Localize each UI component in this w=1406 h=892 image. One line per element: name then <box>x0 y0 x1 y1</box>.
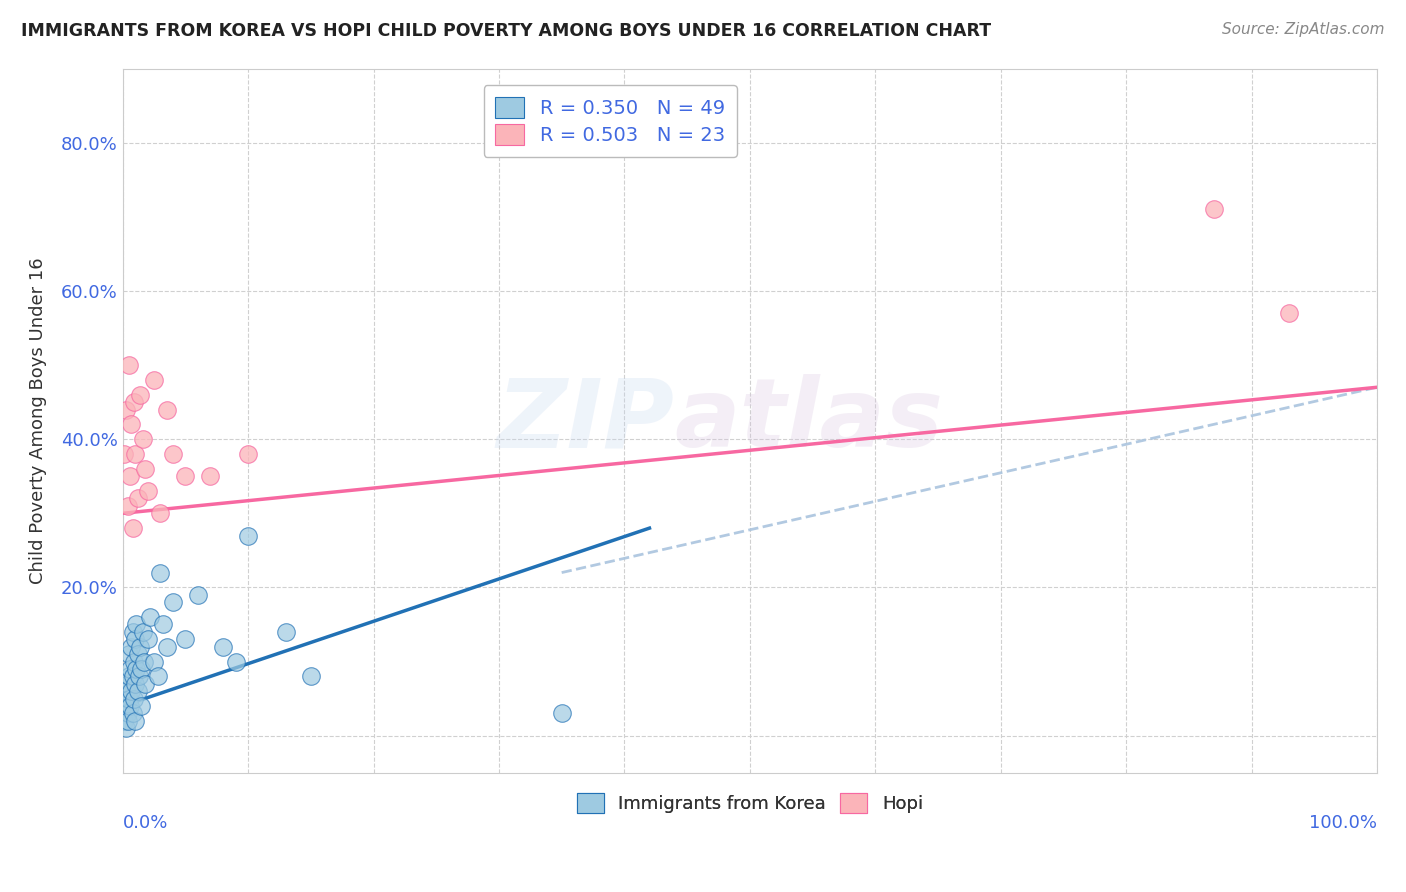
Point <box>236 528 259 542</box>
Point <box>124 447 146 461</box>
Point <box>121 521 143 535</box>
Point <box>121 417 143 432</box>
Point <box>152 617 174 632</box>
Text: IMMIGRANTS FROM KOREA VS HOPI CHILD POVERTY AMONG BOYS UNDER 16 CORRELATION CHAR: IMMIGRANTS FROM KOREA VS HOPI CHILD POVE… <box>21 22 991 40</box>
Point <box>143 655 166 669</box>
Point <box>124 714 146 728</box>
Point <box>122 395 145 409</box>
Point <box>112 447 135 461</box>
Point <box>112 714 135 728</box>
Point <box>149 506 172 520</box>
Point <box>132 655 155 669</box>
Point <box>143 373 166 387</box>
Point <box>200 469 222 483</box>
Point <box>114 699 136 714</box>
Point <box>117 714 139 728</box>
Point <box>225 655 247 669</box>
Point <box>187 588 209 602</box>
Point <box>129 387 152 401</box>
Point <box>124 677 146 691</box>
Text: atlas: atlas <box>675 374 943 467</box>
Point <box>550 706 572 721</box>
Point <box>118 669 141 683</box>
Point <box>155 402 177 417</box>
Point <box>131 662 153 676</box>
Point <box>120 662 142 676</box>
Point <box>127 491 149 506</box>
Point <box>118 691 141 706</box>
Point <box>162 447 184 461</box>
Point <box>136 632 159 647</box>
Point <box>124 632 146 647</box>
Point <box>155 640 177 654</box>
Point <box>120 699 142 714</box>
Point <box>125 617 148 632</box>
Point <box>1278 306 1301 320</box>
Point <box>115 402 138 417</box>
Point <box>122 691 145 706</box>
Point <box>132 624 155 639</box>
Point <box>274 624 297 639</box>
Point <box>149 566 172 580</box>
Point <box>121 684 143 698</box>
Text: ZIP: ZIP <box>496 374 675 467</box>
Point <box>121 624 143 639</box>
Point <box>127 647 149 661</box>
Point <box>118 358 141 372</box>
Point <box>236 447 259 461</box>
Text: Source: ZipAtlas.com: Source: ZipAtlas.com <box>1222 22 1385 37</box>
Point <box>131 699 153 714</box>
Point <box>117 706 139 721</box>
Point <box>127 684 149 698</box>
Point <box>117 677 139 691</box>
Text: 100.0%: 100.0% <box>1309 814 1376 832</box>
Point <box>122 655 145 669</box>
Point <box>115 684 138 698</box>
Point <box>132 432 155 446</box>
Point <box>1202 202 1225 217</box>
Point <box>134 462 156 476</box>
Point <box>120 469 142 483</box>
Point <box>121 640 143 654</box>
Point <box>129 640 152 654</box>
Point <box>174 469 197 483</box>
Text: 0.0%: 0.0% <box>122 814 169 832</box>
Point <box>128 669 150 683</box>
Point <box>174 632 197 647</box>
Point <box>121 706 143 721</box>
Point <box>162 595 184 609</box>
Point <box>125 662 148 676</box>
Point <box>134 677 156 691</box>
Point <box>139 610 162 624</box>
Point <box>115 721 138 735</box>
Y-axis label: Child Poverty Among Boys Under 16: Child Poverty Among Boys Under 16 <box>30 257 46 584</box>
Point <box>146 669 169 683</box>
Point <box>212 640 235 654</box>
Point <box>121 669 143 683</box>
Legend: Immigrants from Korea, Hopi: Immigrants from Korea, Hopi <box>569 786 931 820</box>
Point <box>299 669 322 683</box>
Point <box>136 484 159 499</box>
Point <box>118 647 141 661</box>
Point <box>117 499 139 513</box>
